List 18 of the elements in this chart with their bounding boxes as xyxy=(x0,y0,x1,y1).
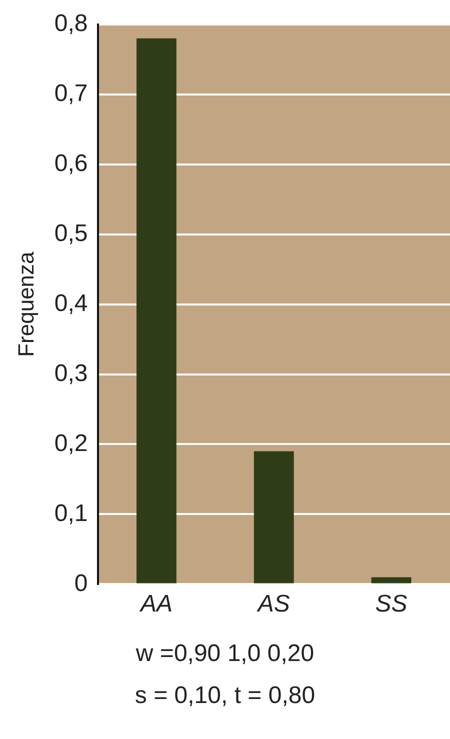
y-tick-label: 0,7 xyxy=(54,80,88,107)
x-tick-label: AA xyxy=(138,590,172,618)
y-tick-label: 0,5 xyxy=(54,220,88,247)
bar xyxy=(136,38,176,584)
y-tick-label: 0,3 xyxy=(54,360,88,387)
x-tick-label: SS xyxy=(375,590,408,618)
text: w =0,90 1,0 0,20 xyxy=(134,640,316,668)
y-tick-label: 0,6 xyxy=(54,150,88,177)
bar xyxy=(371,577,412,584)
y-tick-label: 0,8 xyxy=(54,10,88,38)
text: s = 0,10, t = 0,80 xyxy=(134,682,316,710)
y-axis-title: Frequenza xyxy=(13,250,38,357)
bar xyxy=(254,451,294,584)
y-tick-label: 0,2 xyxy=(54,430,88,457)
x-tick-label: AS xyxy=(256,590,290,618)
y-tick-label: 0,1 xyxy=(54,500,88,527)
y-tick-label: 0,4 xyxy=(54,290,88,317)
y-tick-label: 0 xyxy=(74,570,88,597)
